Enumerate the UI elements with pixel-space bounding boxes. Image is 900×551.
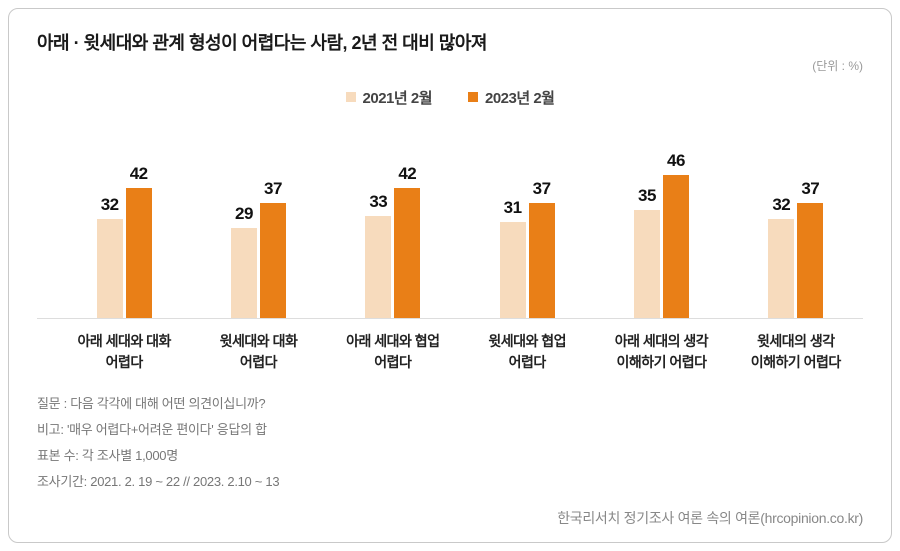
bar-value-label: 42 — [398, 163, 417, 183]
bar-group: 32 37 — [768, 179, 824, 318]
bar-2021 — [768, 218, 795, 318]
bar-value-label: 33 — [369, 191, 388, 211]
note-remark: 비고: '매우 어렵다+어려운 편이다' 응답의 합 — [37, 422, 267, 437]
bar-value-label: 31 — [503, 197, 522, 217]
bar-2023 — [125, 187, 152, 318]
legend-label: 2023년 2월 — [485, 89, 555, 107]
bar-value-label: 37 — [264, 179, 282, 199]
note-question: 질문 : 다음 각각에 대해 어떤 의견이십니까? — [37, 396, 266, 411]
footnotes: 질문 : 다음 각각에 대해 어떤 의견이십니까? 비고: '매우 어렵다+어려… — [37, 391, 891, 495]
note-survey-period: 조사기간: 2021. 2. 19 ~ 22 // 2023. 2.10 ~ 1… — [37, 474, 280, 489]
bar-value-label: 32 — [100, 194, 119, 214]
category-label: 아래 세대와 대화 어렵다 — [77, 333, 171, 370]
category-label: 윗세대와 협업 어렵다 — [488, 333, 566, 370]
category-label: 아래 세대와 협업 어렵다 — [346, 333, 440, 370]
unit-row: (단위 : %) — [9, 57, 891, 73]
bar-column: 32 — [768, 194, 795, 318]
bar-2023 — [797, 203, 824, 318]
chart-legend: 2021년 2월 2023년 2월 — [9, 87, 891, 107]
bar-column: 42 — [125, 163, 152, 318]
category-label: 아래 세대의 생각 이해하기 어렵다 — [614, 333, 709, 370]
bar-plot-area: 32 42 29 37 33 42 31 37 35 46 32 37 — [37, 119, 863, 319]
bar-value-label: 29 — [235, 204, 253, 224]
legend-marker-icon — [468, 92, 478, 102]
legend-marker-icon — [345, 92, 356, 102]
note-sample-size: 표본 수: 각 조사별 1,000명 — [37, 448, 178, 463]
category-axis-labels: 아래 세대와 대화 어렵다 윗세대와 대화 어렵다 아래 세대와 협업 어렵다 윗세대… — [37, 331, 863, 373]
bar-2023 — [259, 203, 286, 318]
bar-column: 37 — [259, 179, 286, 318]
bar-group: 33 42 — [365, 163, 421, 318]
legend-label: 2021년 2월 — [362, 89, 433, 107]
unit-label: (단위 : %) — [812, 59, 863, 73]
bar-column: 35 — [633, 185, 660, 318]
chart-card: 아래 · 윗세대와 관계 형성이 어렵다는 사람, 2년 전 대비 많아져 (단… — [8, 8, 892, 543]
bar-column: 32 — [96, 194, 123, 318]
bar-group: 31 37 — [499, 179, 555, 318]
bar-column: 29 — [230, 204, 257, 318]
bar-value-label: 42 — [129, 163, 148, 183]
bar-group: 35 46 — [633, 151, 689, 318]
bar-2021 — [230, 228, 257, 318]
bar-value-label: 37 — [801, 179, 820, 199]
source-credit: 한국리서치 정기조사 여론 속의 여론(hrcopinion.co.kr) — [557, 510, 863, 526]
bar-2021 — [96, 218, 123, 318]
bar-column: 37 — [528, 179, 555, 318]
bar-value-label: 37 — [532, 179, 551, 199]
category-label: 윗세대의 생각 이해하기 어렵다 — [750, 333, 842, 370]
legend-item-2023년 2월: 2023년 2월 — [468, 87, 555, 108]
legend-item-2021년 2월: 2021년 2월 — [345, 87, 433, 108]
bar-group: 29 37 — [230, 179, 286, 318]
bar-column: 31 — [499, 197, 526, 318]
bar-column: 46 — [662, 151, 689, 318]
bar-column: 42 — [394, 163, 421, 318]
bar-value-label: 35 — [638, 185, 656, 205]
chart-title: 아래 · 윗세대와 관계 형성이 어렵다는 사람, 2년 전 대비 많아져 — [37, 33, 487, 53]
bar-2023 — [394, 187, 421, 318]
bar-2021 — [365, 215, 392, 318]
category-label: 윗세대와 대화 어렵다 — [219, 333, 298, 370]
bar-2023 — [528, 203, 555, 318]
bar-column: 37 — [797, 179, 824, 318]
chart-header: 아래 · 윗세대와 관계 형성이 어렵다는 사람, 2년 전 대비 많아져 — [9, 9, 891, 55]
bar-2023 — [662, 175, 689, 318]
bar-column: 33 — [365, 191, 392, 318]
bar-2021 — [499, 221, 526, 318]
bar-value-label: 46 — [667, 151, 685, 171]
bar-value-label: 32 — [772, 194, 791, 214]
bar-2021 — [633, 209, 660, 318]
bar-group: 32 42 — [96, 163, 152, 318]
